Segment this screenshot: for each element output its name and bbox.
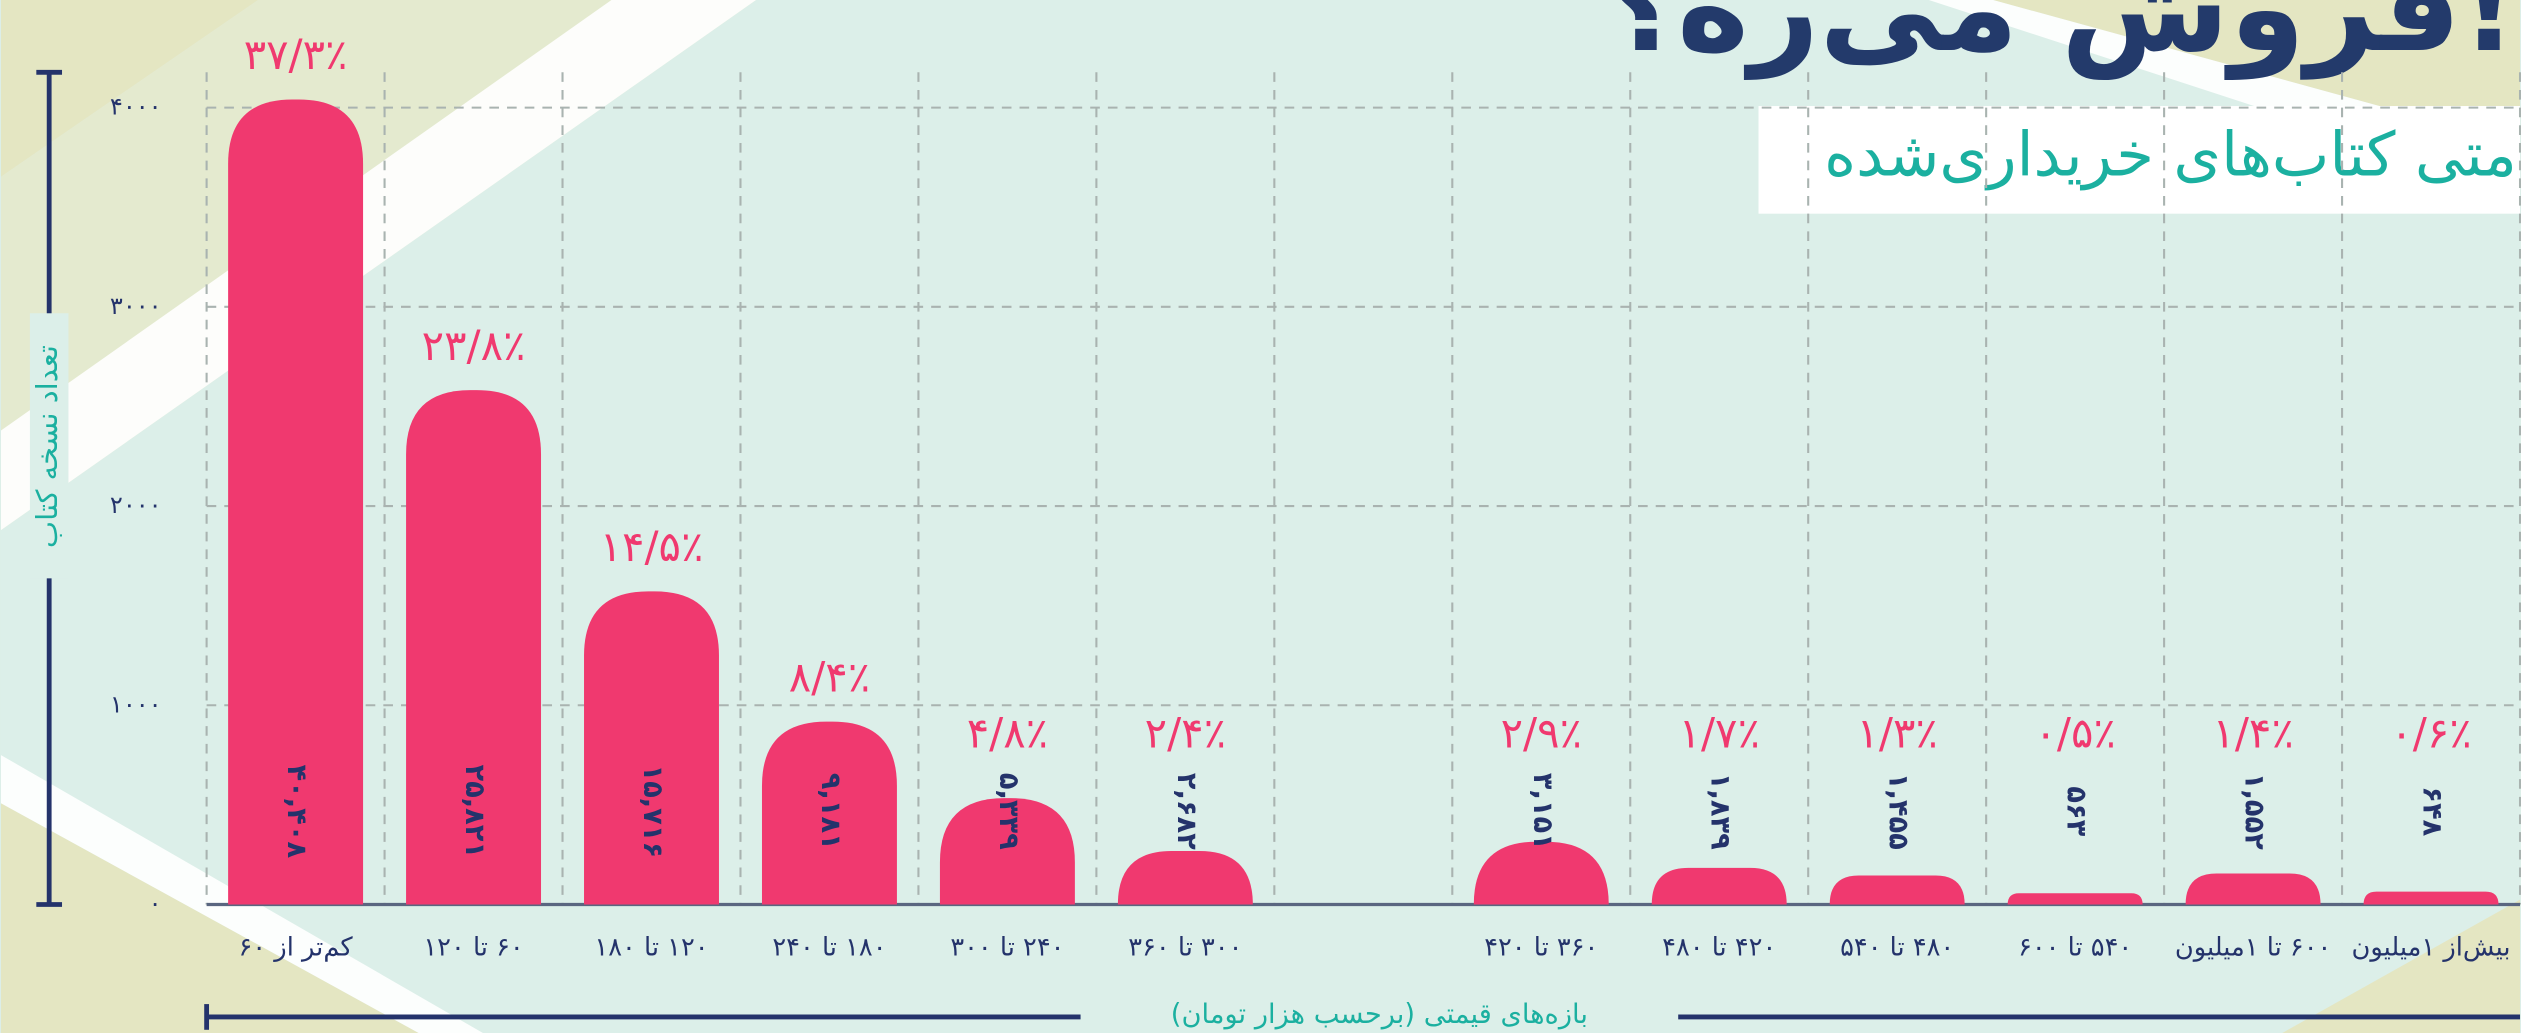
- y-tick-label: ۲۰۰۰: [110, 491, 162, 519]
- x-tick-label: ۲۴۰ تا ۳۰۰: [950, 932, 1064, 962]
- percent-label: ۳۷/۳٪: [244, 30, 348, 79]
- y-axis-label: تعداد نسخه کتاب: [30, 345, 64, 548]
- bar: [1117, 851, 1253, 905]
- x-tick-label: ۴۲۰ تا ۴۸۰: [1662, 932, 1776, 962]
- value-label: ۹,۱۸۱: [815, 773, 846, 850]
- bar: [228, 99, 364, 905]
- value-label: ۲۵,۸۲۱: [459, 764, 490, 858]
- y-tick-label: ۱۰۰۰: [110, 690, 162, 718]
- value-label: ۶۴۸: [2417, 786, 2448, 836]
- x-tick-label: ۳۰۰ تا ۳۶۰: [1128, 932, 1242, 962]
- percent-label: ۱/۴٪: [2212, 708, 2293, 757]
- percent-label: ۸/۴٪: [789, 652, 870, 701]
- x-tick-label: ۱۲۰ تا ۱۸۰: [594, 932, 708, 962]
- stripe: [0, 0, 757, 531]
- x-tick-label: ۶۰ تا ۱۲۰: [423, 932, 523, 962]
- stripe: [2282, 899, 2521, 1033]
- percent-label: ۲/۹٪: [1501, 708, 1582, 757]
- percent-label: ۱/۳٪: [1857, 708, 1938, 757]
- chart-title: فروش می‌ره؟!: [1606, 0, 2517, 80]
- value-label: ۵,۳۳۹: [993, 773, 1024, 850]
- bar: [584, 591, 719, 905]
- subtitle-box: [1758, 106, 2521, 214]
- bar: [1651, 867, 1787, 905]
- bar: [406, 390, 542, 905]
- x-tick-label: ۵۴۰ تا ۶۰۰: [2018, 932, 2132, 962]
- value-label: ۱,۸۳۹: [1705, 773, 1736, 850]
- percent-label: ۴/۸٪: [967, 708, 1048, 757]
- bar: [1829, 875, 1965, 905]
- value-label: ۱,۴۵۵: [1883, 773, 1914, 850]
- bar: [2363, 891, 2499, 905]
- value-label: ۳,۱۵۱: [1527, 773, 1558, 850]
- x-tick-label: ۴۸۰ تا ۵۴۰: [1840, 932, 1954, 962]
- y-tick-label: ۴۰۰۰: [110, 93, 162, 121]
- x-tick-label: کم‌تر از ۶۰: [239, 932, 354, 962]
- x-tick-label: ۶۰۰ تا ۱میلیون: [2175, 932, 2331, 962]
- y-label-bg: [29, 313, 69, 579]
- percent-label: ۰/۶٪: [2390, 708, 2471, 757]
- percent-label: ۲۳/۸٪: [422, 321, 526, 370]
- bar: [2185, 873, 2321, 905]
- value-label: ۱,۵۵۲: [2239, 773, 2270, 850]
- bar: [761, 721, 897, 905]
- percent-label: ۰/۵٪: [2034, 708, 2115, 757]
- percent-label: ۱/۷٪: [1679, 708, 1760, 757]
- chart-subtitle: متی کتاب‌های خریداری‌شده: [1824, 120, 2517, 191]
- percent-label: ۲/۴٪: [1145, 708, 1226, 757]
- x-tick-label: بیش‌از ۱میلیون: [2352, 932, 2511, 962]
- x-axis-label: بازه‌های قیمتی (برحسب هزار تومان): [1171, 999, 1588, 1030]
- bar: [2007, 893, 2143, 905]
- x-label-bg: [1080, 996, 1679, 1033]
- y-tick-label: ۰: [149, 889, 162, 917]
- value-label: ۱۵,۷۱۶: [637, 764, 668, 858]
- bar: [1473, 841, 1609, 905]
- bar: [939, 798, 1075, 905]
- x-tick-label: ۱۸۰ تا ۲۴۰: [772, 932, 886, 962]
- y-tick-label: ۳۰۰۰: [110, 292, 162, 320]
- value-label: ۵۶۳: [2061, 786, 2092, 836]
- percent-label: ۱۴/۵٪: [600, 522, 704, 571]
- x-tick-label: ۳۶۰ تا ۴۲۰: [1484, 932, 1598, 962]
- value-label: ۴۰,۴۰۸: [281, 764, 312, 858]
- value-label: ۲,۶۸۲: [1171, 773, 1202, 850]
